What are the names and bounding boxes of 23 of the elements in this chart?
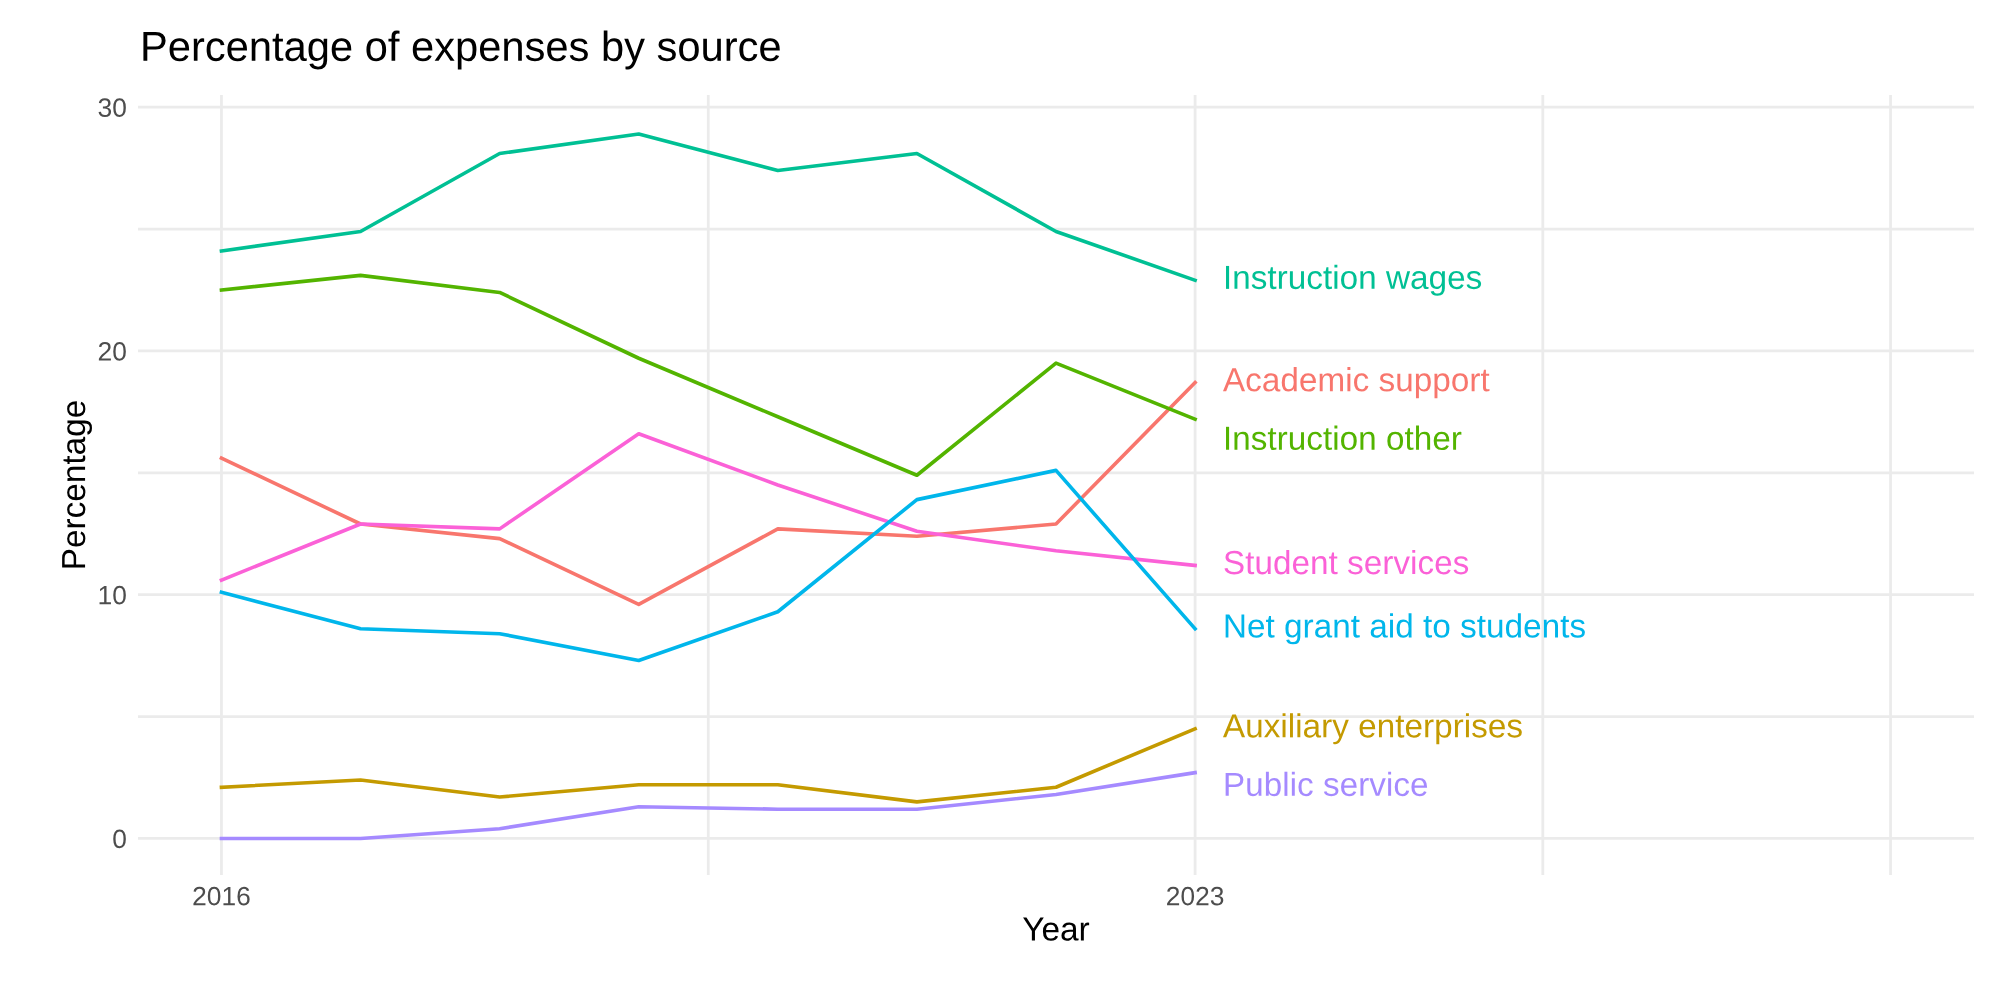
series-label: Academic support [1222,367,1490,399]
y-tick-label: 0 [113,829,126,849]
x-tick-label: 2023 [1167,886,1224,906]
series-label: Net grant aid to students [1225,613,1585,645]
line-series [219,770,1197,841]
series-label: Auxiliary enterprises [1222,713,1522,745]
x-axis-title: Year [1023,917,1090,941]
series-label: Instruction other [1225,425,1462,451]
series-label: Student services [1224,549,1469,575]
y-tick-label: 30 [98,98,126,118]
y-tick-label: 20 [98,342,126,361]
line-series [219,726,1197,804]
line-series [219,273,1197,478]
y-axis-title: Percentage [62,401,92,568]
line-series [219,380,1197,607]
line-series [219,432,1197,582]
chart-title: Percentage of expenses by source [143,30,780,70]
line-series [219,468,1197,663]
line-series [219,132,1197,283]
series-label: Instruction wages [1225,264,1482,296]
y-tick-label: 10 [99,585,126,605]
series-label: Public service [1225,771,1428,797]
x-tick-label: 2016 [193,886,250,906]
